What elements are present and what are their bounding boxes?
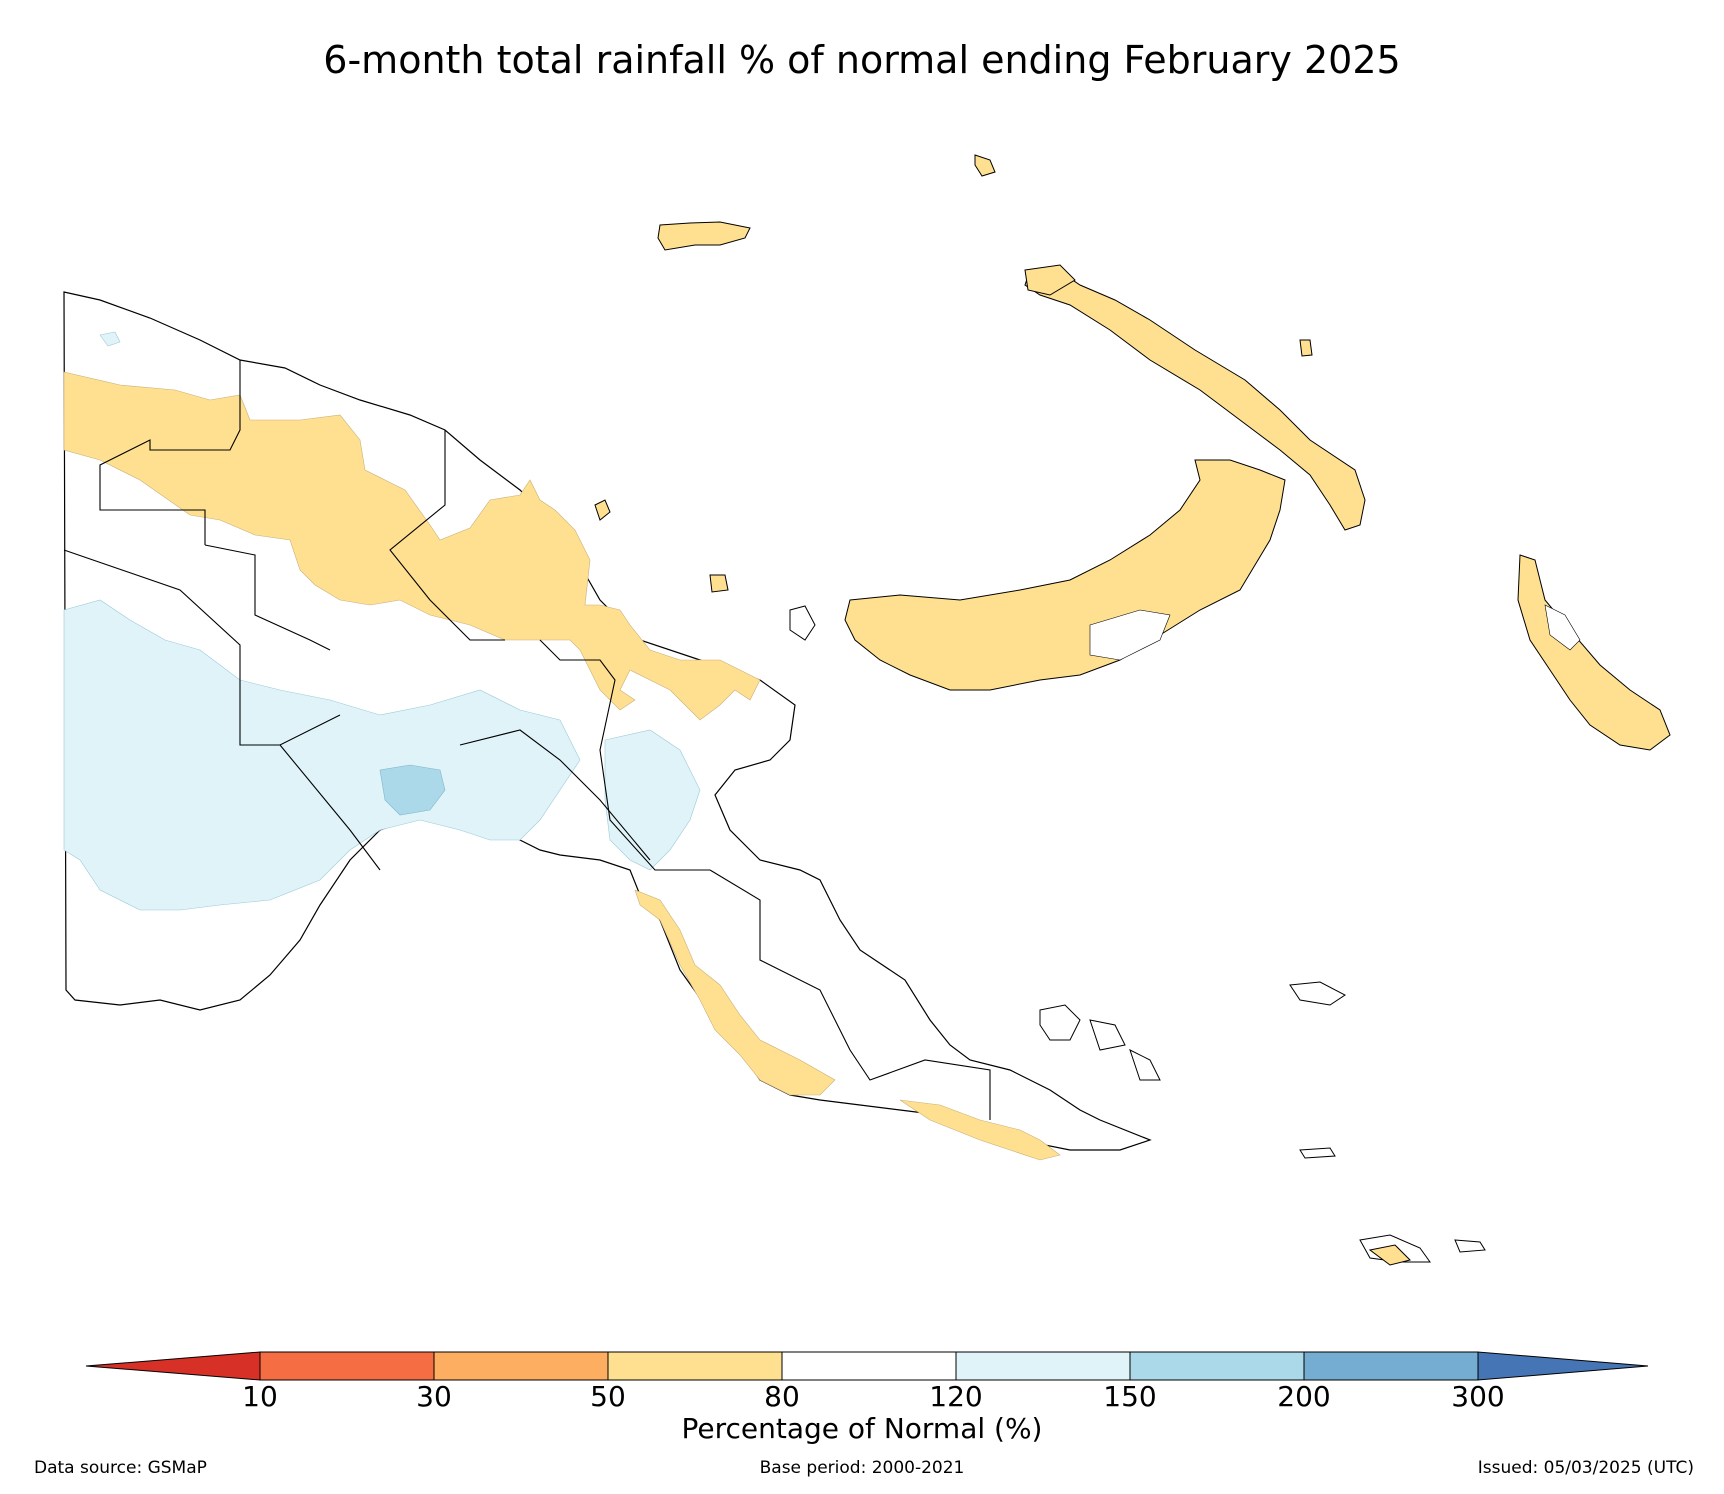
new-ireland (1024, 267, 1366, 531)
dry-region-east-coast-south (634, 889, 836, 1096)
province-borders (63, 360, 991, 1120)
sudest-island (1368, 1244, 1411, 1266)
dry-region-southeast-tail (899, 1099, 1061, 1161)
new-hanover (1024, 264, 1076, 296)
issued-note: Issued: 05/03/2025 (UTC) (1477, 1458, 1694, 1478)
base-period-note: Base period: 2000-2021 (759, 1458, 965, 1478)
colorbar-tick-80: 80 (764, 1380, 800, 1413)
colorbar-bin-80-120 (781, 1351, 957, 1381)
karkar-island (594, 499, 611, 521)
region-wet (63, 331, 701, 911)
new-britain-east-white (1089, 609, 1171, 661)
wet-region-north-patch (99, 331, 121, 347)
manus-island (657, 221, 751, 251)
colorbar-tick-50: 50 (590, 1380, 626, 1413)
colorbar-bin-50-80 (607, 1351, 783, 1381)
misima-island (1299, 1147, 1336, 1159)
colorbar-extend-high (1477, 1351, 1649, 1381)
lihir-island (1299, 339, 1313, 357)
colorbar-tick-120: 120 (929, 1380, 983, 1413)
colorbar-tick-30: 30 (416, 1380, 452, 1413)
long-island (709, 574, 729, 593)
colorbar-bin-10-30 (259, 1351, 435, 1381)
wet-region-fly-core (379, 764, 446, 816)
colorbar-tick-10: 10 (242, 1380, 278, 1413)
mussau-island (974, 154, 996, 177)
rainfall-map (63, 154, 1671, 1266)
colorbar-bin-200-300 (1303, 1351, 1479, 1381)
umboi-island (789, 605, 816, 641)
new-britain (844, 459, 1286, 691)
colorbar-bin-30-50 (433, 1351, 609, 1381)
rossel-island (1454, 1239, 1486, 1253)
colorbar-tick-150: 150 (1103, 1380, 1157, 1413)
colorbar-bin-150-200 (1129, 1351, 1305, 1381)
map-title: 6-month total rainfall % of normal endin… (323, 38, 1401, 82)
colorbar-title: Percentage of Normal (%) (681, 1412, 1043, 1445)
dentrecasteaux-islands (1039, 1004, 1161, 1081)
bougainville (1517, 554, 1671, 751)
bougainville-north-white (1544, 604, 1581, 651)
colorbar-tick-200: 200 (1277, 1380, 1331, 1413)
colorbar-tick-300: 300 (1451, 1380, 1505, 1413)
dry-region-west-north (63, 371, 761, 721)
colorbar (85, 1351, 1649, 1381)
islands (594, 154, 1671, 1266)
trobriand-islands (1289, 981, 1346, 1006)
region-dry (63, 371, 1061, 1161)
colorbar-bin-120-150 (955, 1351, 1131, 1381)
colorbar-extend-low (85, 1351, 261, 1381)
data-source-note: Data source: GSMaP (34, 1458, 207, 1478)
